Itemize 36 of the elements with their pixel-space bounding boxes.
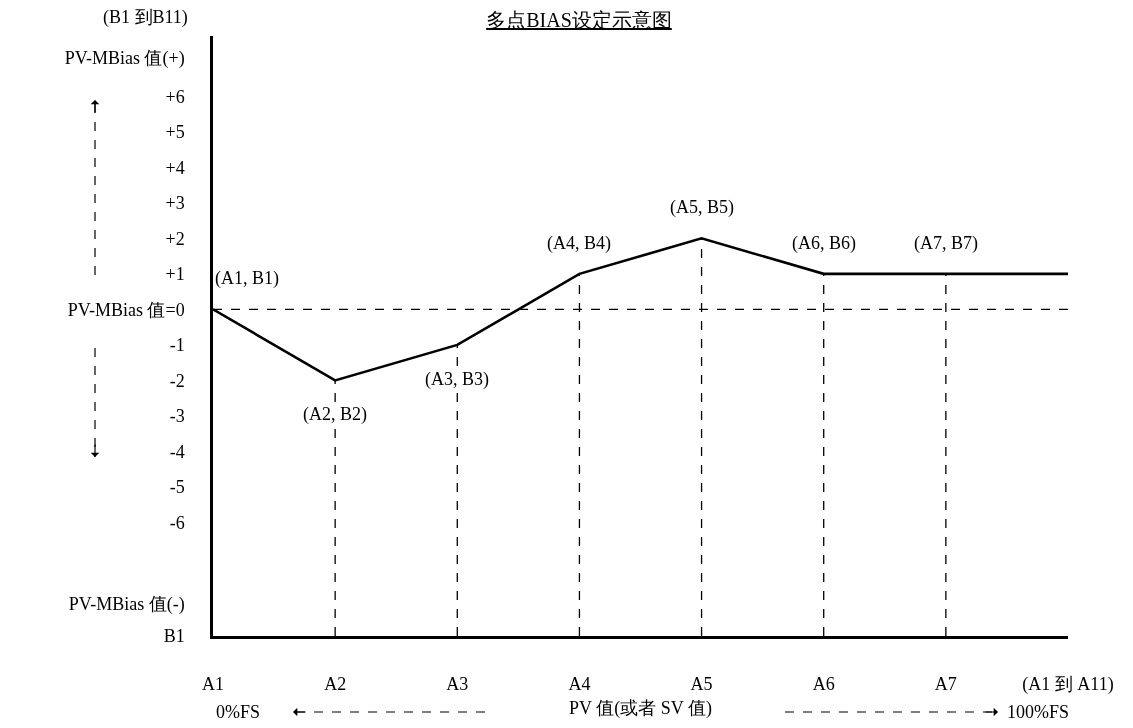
text: 100%FS	[1007, 702, 1070, 722]
x-tick-label: A6	[812, 674, 835, 695]
y-tick-label: -1	[169, 335, 185, 356]
y-tick-label: +1	[165, 264, 185, 285]
x-tick-label: A5	[690, 674, 713, 695]
annotation: (A2, B2)	[303, 404, 367, 425]
y-tick-label: +3	[165, 193, 185, 214]
annotation: (A1, B1)	[215, 268, 279, 289]
y-tick-label: PV-MBias 值=0	[67, 299, 185, 320]
x-axis-title: PV 值(或者 SV 值)	[569, 698, 712, 720]
y-tick-label: +4	[165, 157, 185, 178]
annotation: (A7, B7)	[914, 233, 978, 254]
text: 0%FS	[216, 702, 261, 722]
y-tick-label: -4	[169, 441, 185, 462]
y-tick-label: -6	[169, 512, 185, 533]
annotation: (A4, B4)	[547, 233, 611, 254]
y-tick-label: PV-MBias 值(-)	[68, 594, 185, 616]
x-tick-label: A2	[324, 674, 347, 695]
annotation: (A3, B3)	[425, 369, 489, 390]
annotation: (A5, B5)	[670, 197, 734, 218]
x-tick-label: A1	[202, 674, 224, 695]
y-tick-label: -5	[169, 477, 185, 498]
chart-title: 多点BIAS设定示意图	[486, 9, 672, 31]
y-tick-label: -2	[169, 370, 185, 391]
x-tick-label: A3	[446, 674, 469, 695]
annotation: (A6, B6)	[792, 233, 856, 254]
y-tick-label: B1	[163, 626, 185, 647]
x-tick-label: A4	[568, 674, 591, 695]
y-tick-label: +5	[165, 122, 185, 143]
y-tick-label: PV-MBias 值(+)	[64, 47, 185, 69]
y-tick-label: +2	[165, 228, 185, 249]
y-tick-label: +6	[165, 86, 185, 107]
text: (B1 到B11)	[103, 7, 188, 28]
x-tick-label: A7	[934, 674, 957, 695]
x-tick-label: (A1 到 A11)	[1022, 674, 1114, 696]
y-tick-label: -3	[169, 406, 185, 427]
